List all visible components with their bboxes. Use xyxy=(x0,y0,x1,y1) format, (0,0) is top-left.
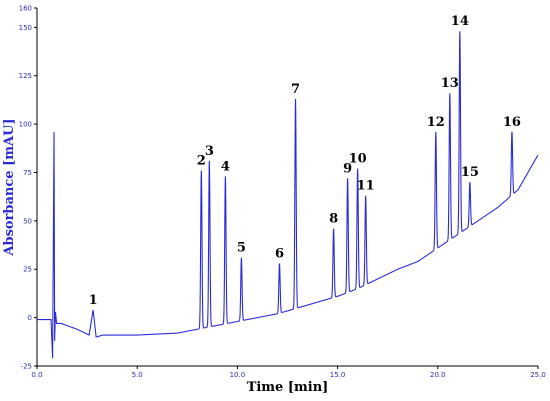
peak-label: 2 xyxy=(197,154,206,169)
y-tick-label: 150 xyxy=(19,24,32,32)
x-tick-label: 10.0 xyxy=(230,371,246,379)
peak-label: 3 xyxy=(205,144,214,159)
y-tick-label: 25 xyxy=(23,266,32,274)
peak-label: 1 xyxy=(89,293,98,308)
x-axis-title: Time [min] xyxy=(247,380,329,395)
tick-labels: 0.0 5.0 10.0 15.0 20.0 25.0-25025507510012515… xyxy=(19,5,546,380)
peak-label: 6 xyxy=(275,246,284,261)
x-tick-label: 15.0 xyxy=(330,371,346,379)
x-tick-label: 5.0 xyxy=(132,371,143,379)
y-tick-label: 100 xyxy=(19,121,32,129)
y-tick-label: 125 xyxy=(19,72,32,80)
y-tick-label: 160 xyxy=(19,5,32,13)
peak-label: 4 xyxy=(221,159,230,174)
peak-label: 13 xyxy=(441,76,459,91)
peak-label: 9 xyxy=(343,161,352,176)
series xyxy=(37,31,539,359)
y-tick-label: 50 xyxy=(23,217,32,225)
peak-label: 11 xyxy=(357,179,375,194)
y-axis-title: Absorbance [mAU] xyxy=(2,118,17,256)
y-tick-label: -25 xyxy=(21,363,32,371)
peak-label: 7 xyxy=(291,82,300,97)
y-tick-label: 0 xyxy=(28,314,32,322)
x-tick-label: 20.0 xyxy=(430,371,446,379)
x-tick-label: 25.0 xyxy=(530,371,546,379)
y-tick-label: 75 xyxy=(23,169,32,177)
peak-label: 5 xyxy=(237,241,246,256)
peak-label: 10 xyxy=(349,152,367,167)
peak-label: 14 xyxy=(451,14,469,29)
peak-label: 8 xyxy=(329,212,338,227)
peak-label: 16 xyxy=(503,115,521,130)
series-line-0 xyxy=(37,31,539,359)
peak-label: 15 xyxy=(461,165,479,180)
peak-label: 12 xyxy=(427,115,445,130)
axes xyxy=(36,8,538,367)
x-tick-label: 0.0 xyxy=(31,371,42,379)
